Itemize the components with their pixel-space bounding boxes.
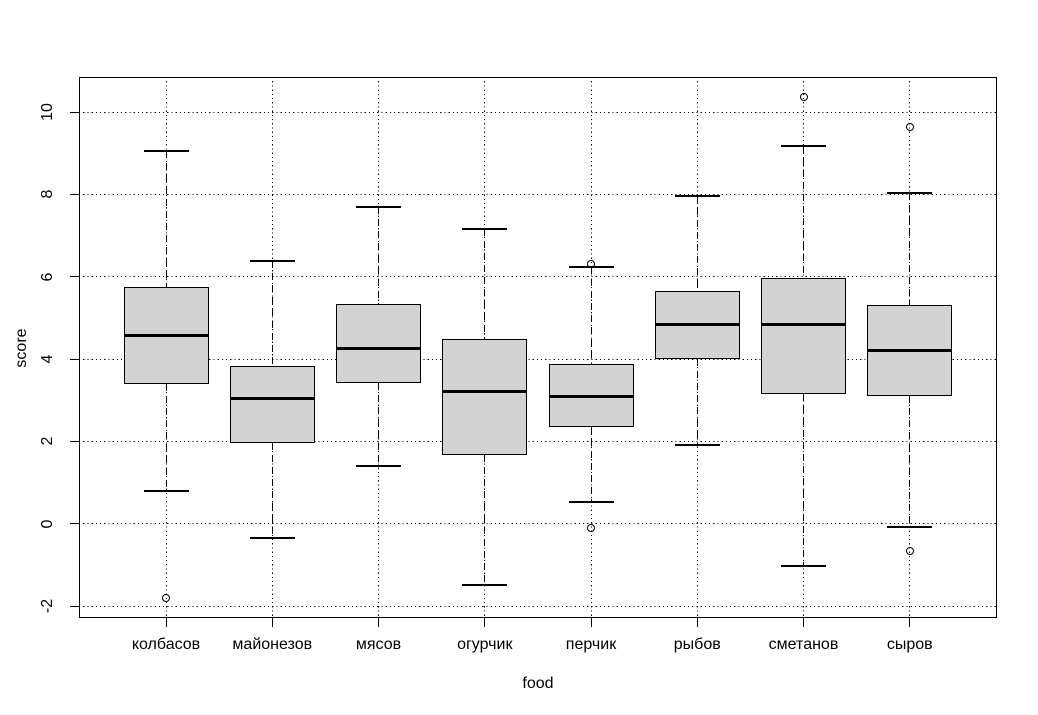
whisker-cap-upper [249, 260, 295, 263]
whisker-upper [271, 261, 273, 367]
whisker-upper [165, 151, 167, 287]
x-category-label: майонезов [232, 636, 313, 653]
y-tick-label: 8 [39, 189, 56, 199]
whisker-cap-lower [462, 583, 508, 586]
x-category-label: огурчик [457, 636, 513, 653]
median-line [229, 397, 315, 401]
x-category-label: колбасов [131, 636, 201, 653]
y-tick-label: 10 [39, 103, 56, 121]
grid-line-horizontal [79, 605, 997, 607]
whisker-upper [803, 146, 804, 278]
grid-line-horizontal [79, 276, 997, 278]
whisker-lower [165, 383, 167, 491]
box-iqr [336, 303, 421, 384]
grid-line-horizontal [79, 193, 997, 195]
whisker-cap-upper [887, 192, 933, 195]
whisker-cap-lower [356, 465, 401, 468]
box-iqr [761, 277, 846, 394]
whisker-lower [803, 393, 804, 566]
median-line [654, 322, 740, 326]
whisker-cap-upper [143, 150, 189, 153]
whisker-cap-upper [356, 205, 401, 208]
outlier-point [587, 259, 595, 268]
y-tick-label: -2 [39, 598, 56, 614]
outlier-point [162, 593, 170, 602]
x-category-label: мясов [355, 636, 402, 653]
median-line [761, 322, 846, 326]
outlier-point [905, 547, 914, 556]
whisker-upper [590, 266, 592, 364]
x-axis-tick [165, 618, 167, 627]
median-line [867, 349, 953, 353]
median-line [548, 394, 634, 398]
y-axis-tick [70, 276, 79, 278]
y-axis-tick [70, 358, 79, 360]
whisker-lower [271, 442, 273, 539]
x-axis-tick [803, 618, 804, 627]
box-iqr [229, 366, 315, 443]
x-axis-tick [484, 618, 486, 627]
whisker-upper [484, 229, 486, 339]
y-axis-tick [70, 111, 79, 113]
whisker-cap-lower [249, 537, 295, 540]
median-line [336, 347, 421, 351]
y-tick-label: 0 [39, 519, 56, 529]
whisker-cap-lower [568, 501, 614, 504]
whisker-cap-upper [462, 228, 508, 231]
y-axis-tick [70, 440, 79, 442]
y-axis-tick [70, 193, 79, 195]
whisker-cap-lower [674, 444, 720, 447]
x-category-label: рыбов [673, 636, 721, 653]
whisker-lower [696, 359, 698, 446]
x-axis-tick [271, 618, 273, 627]
x-category-label: перчик [565, 636, 617, 653]
grid-line-horizontal [79, 358, 997, 360]
grid-line-horizontal [79, 111, 997, 113]
whisker-cap-lower [781, 564, 826, 567]
median-line [442, 390, 528, 394]
x-axis-tick [909, 618, 911, 627]
y-axis-tick [70, 605, 79, 607]
whisker-lower [484, 454, 486, 585]
whisker-lower [909, 396, 911, 527]
y-tick-label: 6 [39, 272, 56, 282]
outlier-point [905, 123, 914, 132]
x-axis-tick [696, 618, 698, 627]
grid-line-horizontal [79, 440, 997, 442]
x-axis-tick [378, 618, 379, 627]
y-axis-tick [70, 523, 79, 525]
whisker-upper [378, 206, 379, 304]
whisker-cap-lower [143, 489, 189, 492]
outlier-point [799, 93, 808, 102]
whisker-cap-upper [674, 195, 720, 198]
whisker-upper [696, 196, 698, 292]
y-axis-title: score [13, 327, 30, 368]
outlier-point [587, 523, 595, 532]
grid-line-horizontal [79, 523, 997, 525]
whisker-upper [909, 193, 911, 306]
x-axis-title: food [522, 675, 554, 692]
x-axis-tick [590, 618, 592, 627]
x-category-label: сметанов [768, 636, 839, 653]
y-tick-label: 4 [39, 354, 56, 364]
whisker-cap-lower [887, 525, 933, 528]
whisker-cap-upper [781, 145, 826, 148]
x-category-label: сыров [886, 636, 933, 653]
whisker-lower [378, 383, 379, 467]
whisker-lower [590, 426, 592, 503]
plot-frame [79, 77, 997, 618]
y-tick-label: 2 [39, 436, 56, 446]
median-line [123, 333, 209, 337]
box-iqr [442, 338, 528, 455]
